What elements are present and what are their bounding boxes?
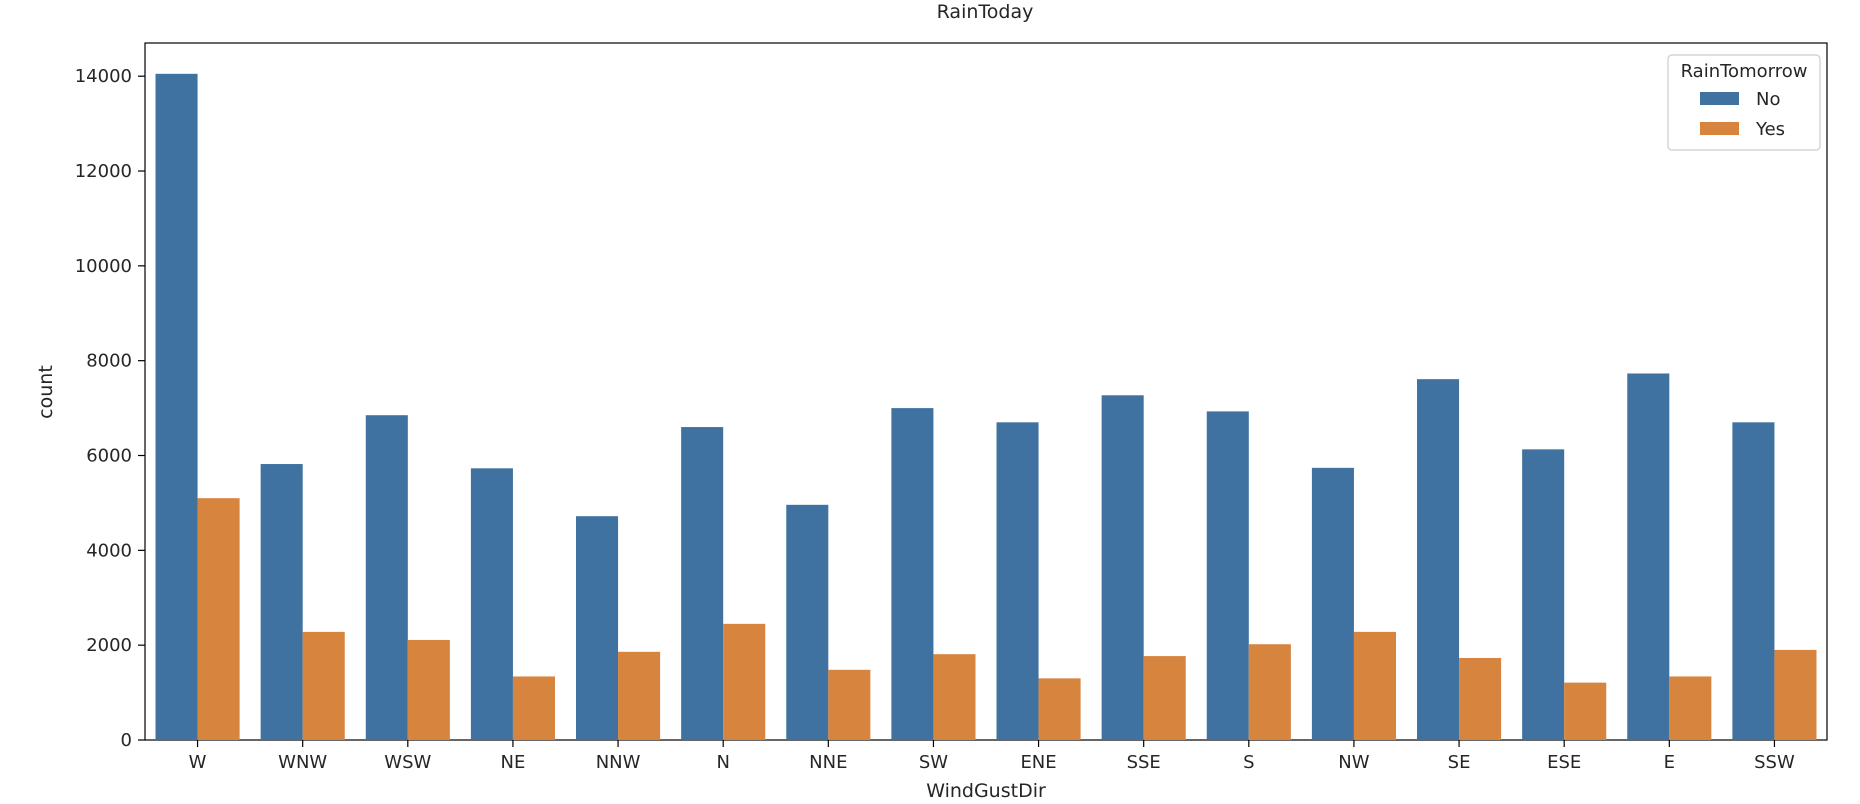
x-tick-label-ene: ENE bbox=[1020, 752, 1056, 773]
bar-se-yes bbox=[1459, 657, 1502, 740]
bar-nw-yes bbox=[1353, 631, 1396, 740]
chart-title: RainToday bbox=[937, 1, 1034, 23]
bar-wnw-yes bbox=[302, 631, 345, 740]
bar-ese-yes bbox=[1564, 682, 1607, 740]
bar-wnw-no bbox=[260, 464, 303, 740]
x-tick-label-nne: NNE bbox=[809, 752, 847, 773]
x-tick-label-nw: NW bbox=[1338, 752, 1369, 773]
bar-n-no bbox=[681, 427, 724, 740]
bar-nnw-no bbox=[576, 516, 619, 740]
bar-wsw-no bbox=[365, 415, 408, 740]
x-axis: W WNW WSW NE NNW N NNE SW ENE SSE S NW SE ESE E SSW bbox=[189, 740, 1795, 773]
y-axis-label: count bbox=[35, 365, 57, 419]
x-tick-label-sw: SW bbox=[919, 752, 948, 773]
bar-wsw-yes bbox=[407, 639, 450, 740]
y-axis: 0 2000 4000 6000 8000 10000 12000 14000 bbox=[75, 66, 145, 751]
legend-label-yes: Yes bbox=[1755, 119, 1785, 140]
bar-w-no bbox=[155, 73, 198, 740]
bar-ese-no bbox=[1522, 449, 1565, 740]
legend-swatch-no bbox=[1700, 92, 1739, 105]
bar-nnw-yes bbox=[618, 651, 661, 740]
bar-sse-yes bbox=[1143, 656, 1186, 740]
y-tick-label-12000: 12000 bbox=[75, 161, 132, 182]
bar-e-no bbox=[1627, 373, 1670, 740]
bar-ne-no bbox=[470, 468, 513, 740]
plot-area bbox=[144, 42, 1828, 741]
x-tick-label-ssw: SSW bbox=[1754, 752, 1795, 773]
legend-swatch-yes bbox=[1700, 122, 1739, 135]
bar-sw-no bbox=[891, 408, 934, 740]
y-tick-label-8000: 8000 bbox=[86, 351, 132, 372]
legend-title: RainTomorrow bbox=[1681, 61, 1808, 82]
x-tick-label-w: W bbox=[189, 752, 207, 773]
x-tick-label-sse: SSE bbox=[1127, 752, 1161, 773]
y-tick-label-14000: 14000 bbox=[75, 66, 132, 87]
bar-se-no bbox=[1417, 379, 1460, 740]
y-tick-label-0: 0 bbox=[121, 730, 132, 751]
x-tick-label-s: S bbox=[1243, 752, 1254, 773]
bar-nne-no bbox=[786, 504, 829, 740]
bar-ssw-yes bbox=[1774, 649, 1817, 740]
y-tick-label-2000: 2000 bbox=[86, 635, 132, 656]
y-tick-label-6000: 6000 bbox=[86, 446, 132, 467]
y-tick-label-10000: 10000 bbox=[75, 256, 132, 277]
x-tick-label-nnw: NNW bbox=[596, 752, 641, 773]
x-tick-label-ne: NE bbox=[501, 752, 526, 773]
bar-nne-yes bbox=[828, 669, 871, 740]
legend: RainTomorrow No Yes bbox=[1667, 54, 1821, 151]
x-axis-label: WindGustDir bbox=[926, 780, 1046, 802]
x-tick-label-se: SE bbox=[1448, 752, 1471, 773]
bar-sse-no bbox=[1101, 395, 1144, 740]
bars bbox=[155, 73, 1817, 740]
bar-ssw-no bbox=[1732, 422, 1775, 740]
bar-sw-yes bbox=[933, 654, 976, 740]
bar-e-yes bbox=[1669, 676, 1712, 740]
x-tick-label-wnw: WNW bbox=[278, 752, 327, 773]
bar-s-no bbox=[1206, 411, 1249, 740]
x-tick-label-n: N bbox=[716, 752, 729, 773]
bar-n-yes bbox=[723, 623, 766, 740]
legend-label-no: No bbox=[1756, 89, 1780, 110]
x-tick-label-e: E bbox=[1664, 752, 1675, 773]
y-tick-label-4000: 4000 bbox=[86, 540, 132, 561]
bar-w-yes bbox=[197, 498, 240, 740]
bar-ene-yes bbox=[1038, 678, 1081, 740]
bar-ene-no bbox=[996, 422, 1039, 740]
x-tick-label-ese: ESE bbox=[1547, 752, 1581, 773]
bar-nw-no bbox=[1311, 467, 1354, 740]
bar-s-yes bbox=[1248, 644, 1291, 740]
x-tick-label-wsw: WSW bbox=[384, 752, 431, 773]
bar-ne-yes bbox=[512, 676, 555, 740]
